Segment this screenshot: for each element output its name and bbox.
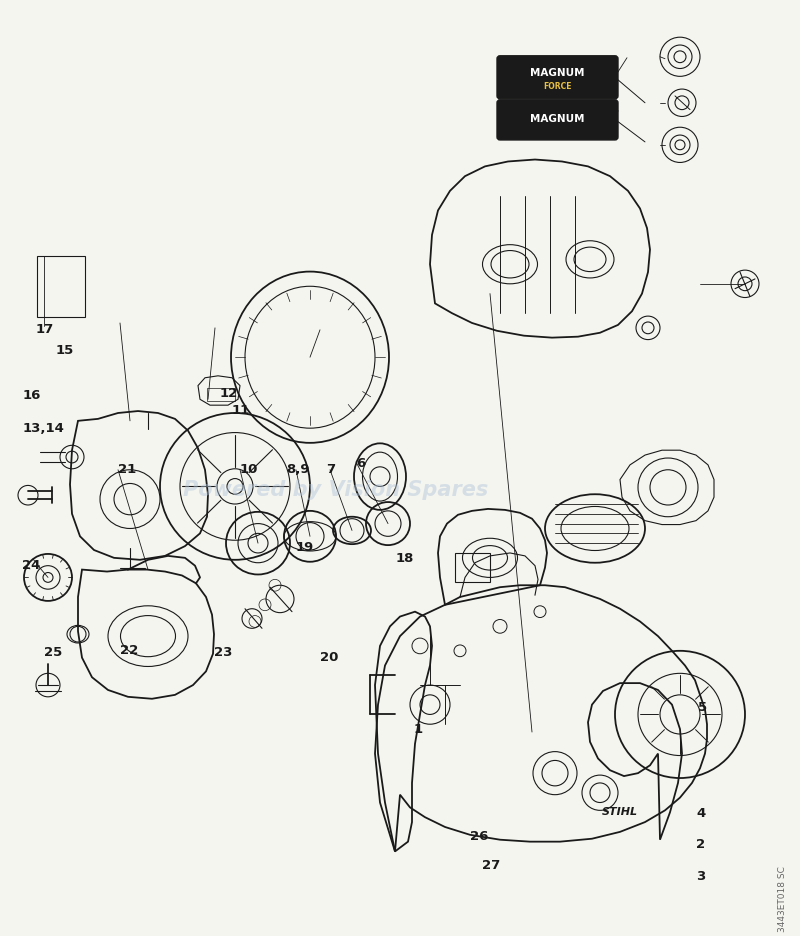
Text: STIHL: STIHL (602, 807, 638, 817)
Text: 6: 6 (356, 457, 366, 470)
Text: 27: 27 (482, 859, 500, 872)
Text: FORCE: FORCE (542, 81, 571, 91)
Text: 21: 21 (118, 463, 137, 476)
Text: 17: 17 (35, 323, 54, 336)
Text: 13,14: 13,14 (22, 422, 64, 435)
Text: 2: 2 (696, 838, 705, 851)
Text: 5: 5 (698, 701, 706, 713)
Text: MAGNUM: MAGNUM (530, 114, 584, 124)
Circle shape (668, 89, 696, 116)
Text: 10: 10 (240, 463, 258, 476)
Text: 20: 20 (320, 651, 338, 665)
Text: 12: 12 (220, 388, 238, 401)
Text: 24: 24 (22, 559, 41, 572)
FancyBboxPatch shape (497, 100, 618, 140)
Circle shape (660, 37, 700, 77)
Text: 3: 3 (696, 870, 706, 884)
Bar (37, 256, 85, 317)
Text: 15: 15 (56, 344, 74, 358)
Bar (207, 388, 235, 402)
Text: 8,9: 8,9 (286, 463, 310, 476)
Text: 23: 23 (214, 646, 233, 659)
Circle shape (662, 127, 698, 163)
Text: 16: 16 (22, 389, 41, 402)
Text: 4: 4 (696, 807, 706, 820)
Text: 18: 18 (396, 552, 414, 565)
Text: 3443ET018 SC: 3443ET018 SC (778, 867, 787, 932)
Text: MAGNUM: MAGNUM (530, 68, 584, 79)
Text: 25: 25 (44, 646, 62, 659)
Text: 1: 1 (414, 723, 422, 736)
FancyBboxPatch shape (497, 56, 618, 99)
Text: 19: 19 (296, 541, 314, 554)
Text: Powered by Vision Spares: Powered by Vision Spares (183, 480, 489, 500)
Text: 22: 22 (120, 644, 138, 657)
Bar (455, 553, 490, 582)
Text: 26: 26 (470, 830, 488, 842)
Text: 11: 11 (232, 403, 250, 417)
Text: 7: 7 (326, 463, 335, 476)
